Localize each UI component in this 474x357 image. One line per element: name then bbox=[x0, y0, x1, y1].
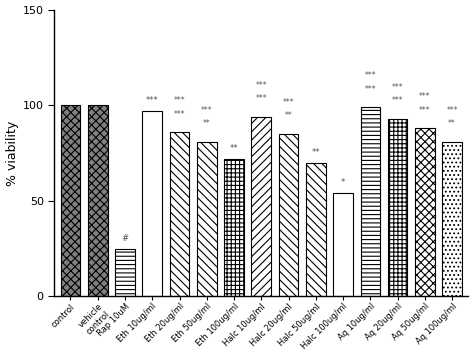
Text: ***: *** bbox=[365, 85, 376, 94]
Bar bbox=[279, 134, 298, 296]
Text: *: * bbox=[341, 178, 345, 187]
Bar bbox=[333, 193, 353, 296]
Bar bbox=[388, 119, 407, 296]
Text: **: ** bbox=[230, 144, 238, 153]
Bar bbox=[88, 105, 108, 296]
Bar bbox=[361, 107, 380, 296]
Bar bbox=[306, 162, 326, 296]
Text: ***: *** bbox=[255, 94, 267, 103]
Text: **: ** bbox=[448, 119, 456, 128]
Text: ***: *** bbox=[201, 106, 213, 115]
Bar bbox=[224, 159, 244, 296]
Y-axis label: % viability: % viability bbox=[6, 120, 18, 186]
Text: **: ** bbox=[285, 111, 292, 120]
Bar bbox=[252, 117, 271, 296]
Text: **: ** bbox=[203, 119, 210, 128]
Bar bbox=[415, 128, 435, 296]
Bar bbox=[442, 141, 462, 296]
Text: ***: *** bbox=[173, 96, 185, 105]
Text: ***: *** bbox=[392, 96, 403, 105]
Text: ***: *** bbox=[365, 71, 376, 80]
Text: ***: *** bbox=[283, 98, 294, 107]
Text: #: # bbox=[121, 234, 128, 243]
Text: ***: *** bbox=[419, 106, 431, 115]
Bar bbox=[170, 132, 189, 296]
Text: ***: *** bbox=[146, 96, 159, 105]
Bar bbox=[197, 141, 217, 296]
Text: **: ** bbox=[311, 148, 320, 157]
Bar bbox=[143, 111, 162, 296]
Text: ***: *** bbox=[392, 83, 403, 92]
Text: ***: *** bbox=[173, 110, 185, 119]
Bar bbox=[115, 248, 135, 296]
Text: ***: *** bbox=[419, 92, 431, 101]
Text: ***: *** bbox=[447, 106, 458, 115]
Bar bbox=[61, 105, 80, 296]
Text: ***: *** bbox=[255, 81, 267, 90]
